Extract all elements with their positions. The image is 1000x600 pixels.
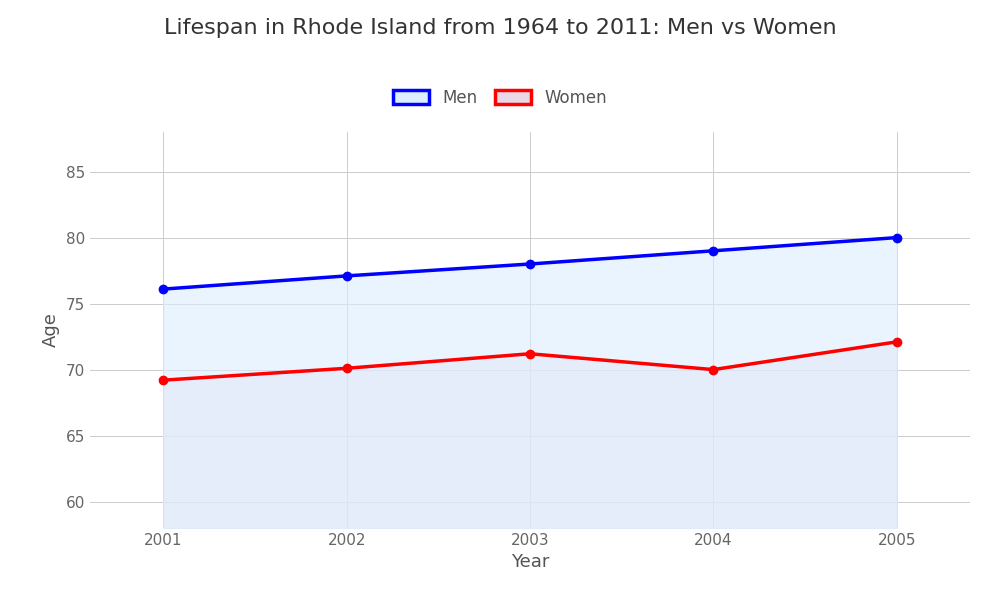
Legend: Men, Women: Men, Women: [384, 80, 616, 115]
Text: Lifespan in Rhode Island from 1964 to 2011: Men vs Women: Lifespan in Rhode Island from 1964 to 20…: [164, 18, 836, 38]
X-axis label: Year: Year: [511, 553, 549, 571]
Y-axis label: Age: Age: [42, 313, 60, 347]
